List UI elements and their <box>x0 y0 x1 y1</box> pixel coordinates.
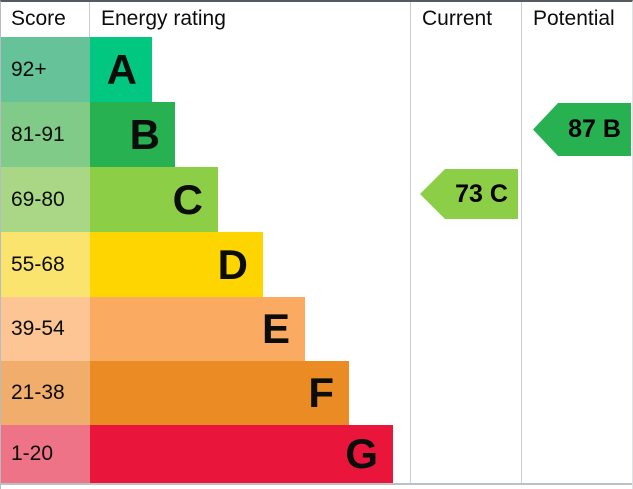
band-letter-bar: E <box>90 297 305 361</box>
band-score-range: 81-91 <box>1 102 90 167</box>
current-column-header: Current <box>422 2 492 36</box>
rating-band-row: 69-80 C <box>1 167 633 232</box>
band-score-range: 39-54 <box>1 297 90 361</box>
epc-rating-chart: Score Energy rating Current Potential 92… <box>0 0 633 489</box>
rating-band-row: 55-68 D <box>1 232 633 297</box>
band-letter-bar: D <box>90 232 263 297</box>
band-letter-bar: B <box>90 102 175 167</box>
band-score-range: 69-80 <box>1 167 90 232</box>
band-score-range: 1-20 <box>1 425 90 483</box>
potential-column-header: Potential <box>533 2 615 36</box>
band-score-range: 21-38 <box>1 361 90 425</box>
band-score-range: 92+ <box>1 37 90 102</box>
band-letter-bar: G <box>90 425 393 483</box>
rating-band-row: 1-20 G <box>1 425 633 483</box>
rating-band-row: 92+ A <box>1 37 633 102</box>
chart-bottom-border <box>1 483 632 485</box>
rating-band-row: 21-38 F <box>1 361 633 425</box>
score-column-header: Score <box>11 2 66 36</box>
band-letter-bar: C <box>90 167 218 232</box>
score-column-divider <box>89 2 90 37</box>
band-score-range: 55-68 <box>1 232 90 297</box>
rating-band-row: 39-54 E <box>1 297 633 361</box>
energy-rating-column-header: Energy rating <box>101 2 226 36</box>
band-letter-bar: A <box>90 37 152 102</box>
band-letter-bar: F <box>90 361 349 425</box>
